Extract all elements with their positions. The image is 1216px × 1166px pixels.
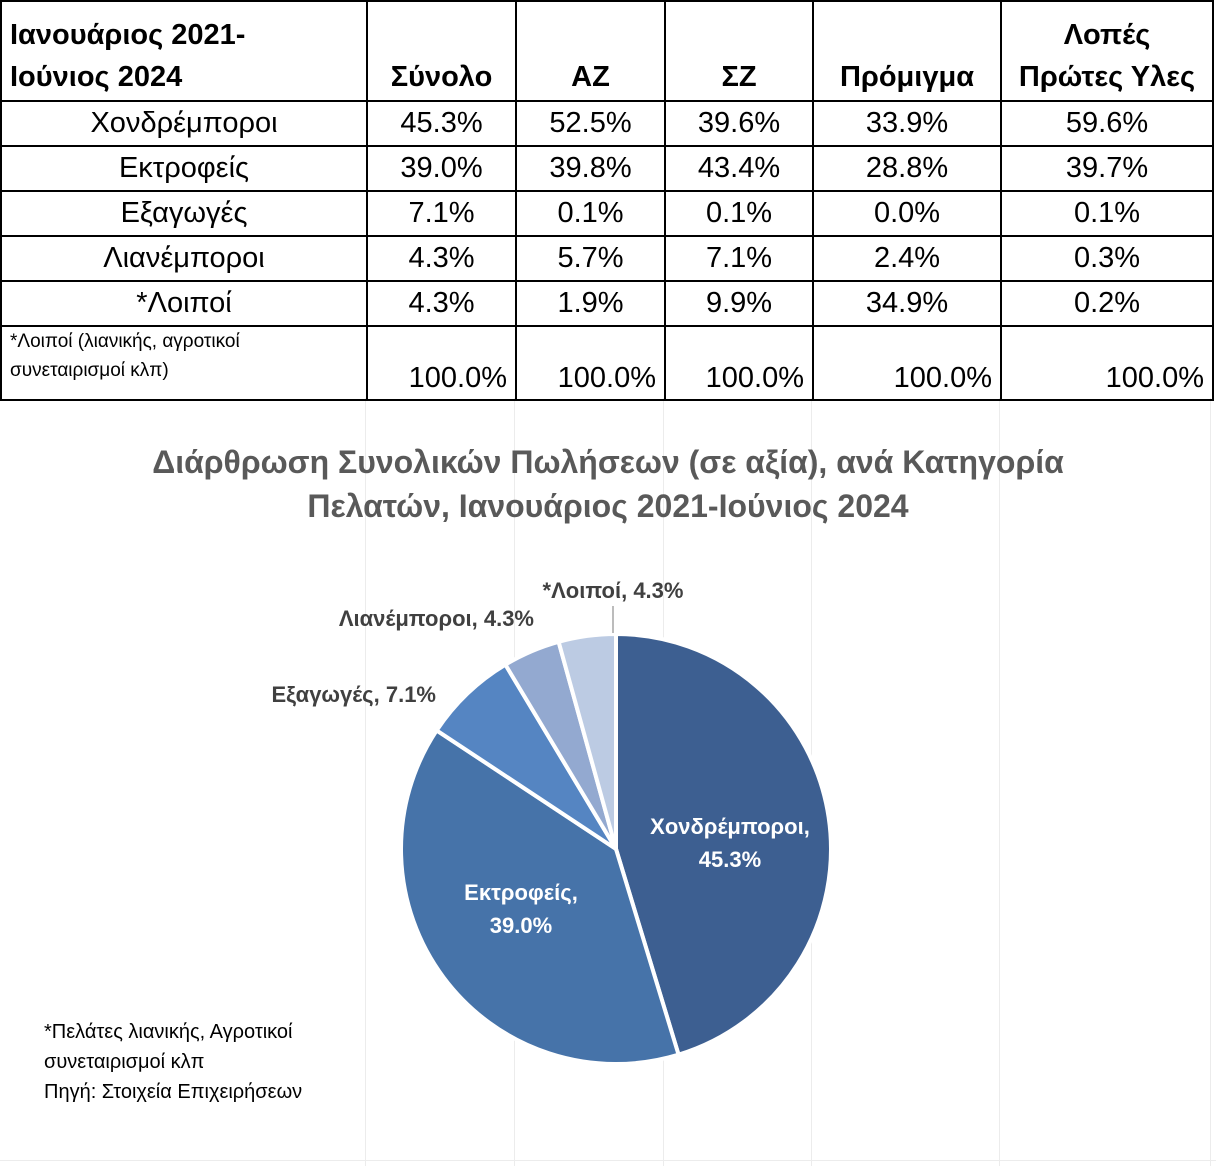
table-cell: 33.9% <box>812 100 1002 147</box>
row-label: Λιανέμποροι <box>0 235 368 282</box>
slice-label: *Λοιποί, 4.3% <box>543 578 684 603</box>
gridline <box>0 1160 1216 1161</box>
column-header-premix: Πρόμιγμα <box>812 0 1002 102</box>
table-cell: 4.3% <box>366 235 517 282</box>
table-cell: 34.9% <box>812 280 1002 327</box>
total-cell: 100.0% <box>1000 325 1214 401</box>
table-cell: 39.0% <box>366 145 517 192</box>
footnote-line: *Πελάτες λιανικής, Αγροτικοί <box>44 1021 293 1043</box>
table-cell: 39.6% <box>664 100 814 147</box>
table-cell: 59.6% <box>1000 100 1214 147</box>
column-header-label: Λοπές <box>1063 19 1151 51</box>
footnote-line: συνεταιρισμοί κλπ <box>44 1051 205 1073</box>
chart-footnote: *Πελάτες λιανικής, Αγροτικοί συνεταιρισμ… <box>44 1017 302 1107</box>
table-cell: 45.3% <box>366 100 517 147</box>
period-header: Ιανουάριος 2021- Ιούνιος 2024 <box>0 0 368 102</box>
row-label: Εξαγωγές <box>0 190 368 237</box>
row-label: *Λοιποί <box>0 280 368 327</box>
row-label: Εκτροφείς <box>0 145 368 192</box>
total-cell: 100.0% <box>812 325 1002 401</box>
table-row: *Λοιποί 4.3% 1.9% 9.9% 34.9% 0.2% <box>0 280 1214 327</box>
totals-note-line: *Λοιποί (λιανικής, αγροτικοί <box>10 331 240 352</box>
column-header-label: Πρόμιγμα <box>839 61 975 93</box>
table-cell: 0.0% <box>812 190 1002 237</box>
gridline <box>365 398 366 1166</box>
slice-label: Λιανέμποροι, 4.3% <box>339 606 534 631</box>
row-label: Χονδρέμποροι <box>0 100 368 147</box>
column-header-az: ΑΖ <box>515 0 666 102</box>
table-row: Χονδρέμποροι 45.3% 52.5% 39.6% 33.9% 59.… <box>0 100 1214 147</box>
table-cell: 52.5% <box>515 100 666 147</box>
totals-note-line: συνεταιρισμοί κλπ) <box>10 360 169 381</box>
sales-structure-table: Ιανουάριος 2021- Ιούνιος 2024 Σύνολο ΑΖ … <box>0 0 1214 401</box>
column-header-label: Σύνολο <box>390 61 493 93</box>
table-cell: 28.8% <box>812 145 1002 192</box>
total-cell: 100.0% <box>664 325 814 401</box>
table-cell: 0.1% <box>515 190 666 237</box>
table-header-row: Ιανουάριος 2021- Ιούνιος 2024 Σύνολο ΑΖ … <box>0 0 1214 102</box>
table-cell: 1.9% <box>515 280 666 327</box>
totals-note: *Λοιποί (λιανικής, αγροτικοί συνεταιρισμ… <box>0 325 368 401</box>
table-cell: 39.8% <box>515 145 666 192</box>
column-header-fats-raw-materials: Λοπές Πρώτες Υλες <box>1000 0 1214 102</box>
totals-row: *Λοιποί (λιανικής, αγροτικοί συνεταιρισμ… <box>0 325 1214 401</box>
table-row: Λιανέμποροι 4.3% 5.7% 7.1% 2.4% 0.3% <box>0 235 1214 282</box>
source-line: Πηγή: Στοιχεία Επιχειρήσεων <box>44 1081 303 1103</box>
table-cell: 5.7% <box>515 235 666 282</box>
pie-slice <box>614 632 833 1057</box>
chart-title-line: Διάρθρωση Συνολικών Πωλήσεων (σε αξία), … <box>152 444 1064 480</box>
table-cell: 2.4% <box>812 235 1002 282</box>
table-cell: 0.1% <box>664 190 814 237</box>
period-header-line: Ιούνιος 2024 <box>10 61 183 93</box>
total-cell: 100.0% <box>515 325 666 401</box>
column-header-total: Σύνολο <box>366 0 517 102</box>
period-header-line: Ιανουάριος 2021- <box>10 19 246 51</box>
slice-label: Εξαγωγές, 7.1% <box>271 682 436 707</box>
chart-title-line: Πελατών, Ιανουάριος 2021-Ιούνιος 2024 <box>307 488 909 524</box>
slice-label: Χονδρέμποροι, 45.3% <box>650 814 810 872</box>
table-cell: 0.2% <box>1000 280 1214 327</box>
pie-slice <box>399 728 681 1066</box>
table-row: Εκτροφείς 39.0% 39.8% 43.4% 28.8% 39.7% <box>0 145 1214 192</box>
table-cell: 9.9% <box>664 280 814 327</box>
table-cell: 43.4% <box>664 145 814 192</box>
column-header-label: ΑΖ <box>571 61 610 93</box>
chart-title: Διάρθρωση Συνολικών Πωλήσεων (σε αξία), … <box>0 440 1216 528</box>
gridline <box>1210 398 1211 1166</box>
table-cell: 7.1% <box>664 235 814 282</box>
total-cell: 100.0% <box>366 325 517 401</box>
table-cell: 7.1% <box>366 190 517 237</box>
table-cell: 0.1% <box>1000 190 1214 237</box>
table-row: Εξαγωγές 7.1% 0.1% 0.1% 0.0% 0.1% <box>0 190 1214 237</box>
slice-label: Εκτροφείς, 39.0% <box>464 880 578 938</box>
pie-slice <box>556 632 618 851</box>
column-header-label: ΣΖ <box>721 61 757 93</box>
column-header-label: Πρώτες Υλες <box>1018 61 1196 93</box>
column-header-sz: ΣΖ <box>664 0 814 102</box>
table-cell: 0.3% <box>1000 235 1214 282</box>
table-cell: 4.3% <box>366 280 517 327</box>
table-cell: 39.7% <box>1000 145 1214 192</box>
gridline <box>999 398 1000 1166</box>
